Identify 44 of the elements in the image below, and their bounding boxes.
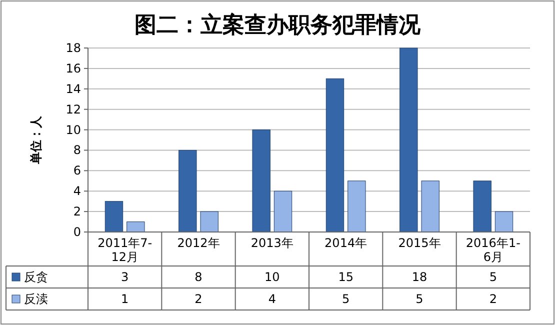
bar [104, 201, 124, 232]
data-label: 4 [268, 292, 276, 306]
chart-title: 图二：立案查办职务犯罪情况 [134, 12, 422, 38]
data-label: 18 [412, 270, 428, 284]
bar [326, 78, 344, 232]
data-label: 2 [194, 292, 202, 306]
data-label: 5 [416, 292, 424, 306]
y-axis-title: 单位：人 [29, 115, 43, 165]
bar [421, 180, 440, 232]
y-tick-label: 18 [66, 41, 81, 55]
legend-label: 反贪 [24, 270, 48, 284]
bar [494, 211, 514, 232]
x-tick-label: 2013年 [250, 236, 294, 250]
y-tick-label: 4 [73, 184, 81, 198]
y-tick-label: 6 [73, 164, 81, 178]
bar [200, 211, 218, 232]
bar [473, 180, 492, 232]
x-tick-label: 2016年1-6月 [466, 236, 520, 264]
bar [274, 190, 292, 232]
x-tick-label: 2011年7-12月 [98, 236, 152, 264]
data-label: 15 [338, 270, 354, 284]
x-tick-label: 2012年 [177, 236, 220, 250]
data-label: 5 [489, 270, 497, 284]
legend-label: 反渎 [24, 292, 48, 306]
x-tick-label: 2015年 [398, 236, 441, 250]
data-label: 5 [342, 292, 350, 306]
data-label: 3 [121, 270, 129, 284]
data-label: 8 [194, 270, 202, 284]
data-label: 2 [489, 292, 497, 306]
y-tick-label: 8 [73, 143, 81, 158]
y-tick-label: 16 [66, 61, 81, 76]
bar [126, 222, 145, 232]
x-tick-label: 2014年 [324, 236, 368, 250]
bar [400, 48, 418, 232]
data-label: 10 [264, 270, 280, 284]
bar [178, 150, 197, 232]
bar [348, 180, 366, 232]
y-tick-label: 2 [73, 204, 81, 219]
y-tick-label: 0 [73, 225, 81, 239]
y-tick-label: 10 [66, 122, 81, 137]
y-tick-label: 12 [66, 102, 81, 116]
y-tick-label: 14 [66, 82, 81, 96]
bar [252, 130, 270, 232]
data-label: 1 [121, 292, 129, 306]
